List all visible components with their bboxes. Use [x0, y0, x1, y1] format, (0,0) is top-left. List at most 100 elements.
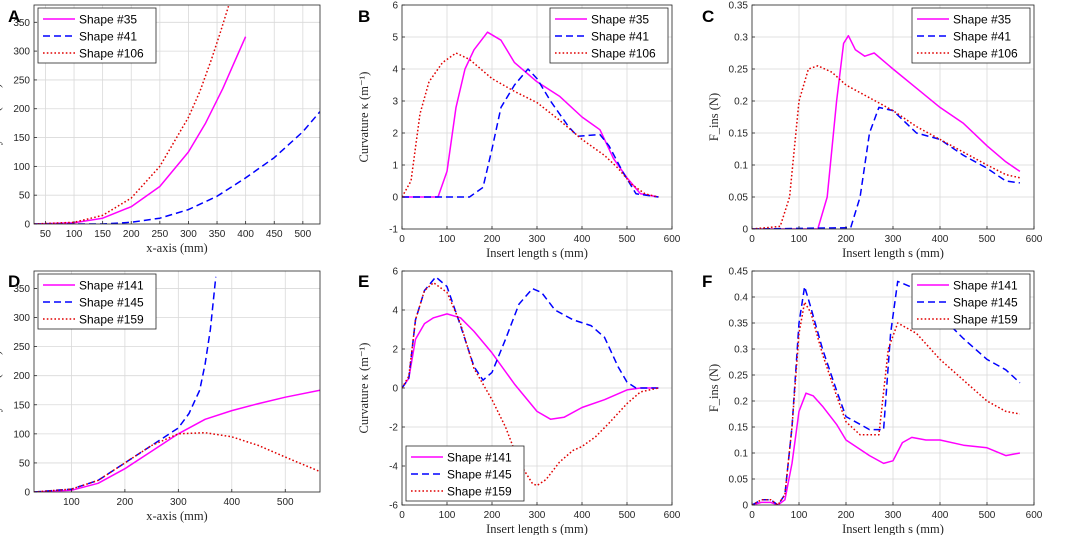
legend-label: Shape #106	[953, 47, 1018, 61]
y-tick-label: 150	[13, 400, 30, 411]
x-tick-label: 100	[439, 510, 456, 521]
y-tick-label: 350	[13, 18, 30, 29]
y-tick-label: 3	[392, 97, 398, 108]
y-tick-label: 0.05	[729, 475, 749, 486]
panel-label: E	[358, 272, 369, 291]
x-axis-label: Insert length s (mm)	[486, 246, 588, 260]
x-axis-label: Insert length s (mm)	[842, 522, 944, 535]
y-tick-label: 350	[13, 284, 30, 295]
y-axis-label: F_ins (N)	[707, 93, 721, 141]
legend: Shape #35 Shape #41 Shape #106	[911, 7, 1031, 64]
y-tick-label: 150	[13, 133, 30, 144]
y-tick-label: 0.1	[734, 449, 748, 460]
series-line-Shape41	[34, 111, 320, 224]
y-tick-label: 2	[392, 345, 398, 356]
x-tick-label: 300	[885, 234, 902, 245]
series-line-Shape145	[34, 276, 217, 492]
x-tick-label: 400	[932, 234, 949, 245]
x-tick-label: 500	[979, 510, 996, 521]
y-tick-label: 4	[392, 65, 398, 76]
y-axis-label: Curvature κ (m⁻¹)	[357, 343, 371, 434]
y-tick-label: 200	[13, 104, 30, 115]
ticks	[401, 4, 673, 230]
x-tick-label: 500	[277, 497, 294, 508]
x-tick-label: 300	[885, 510, 902, 521]
panel-F: F 0 100 200 300 400 500 600 0 0.05 0.1 0.15 0.2 0.25 0…	[702, 267, 1043, 535]
y-tick-label: 6	[392, 267, 398, 278]
x-tick-label: 0	[749, 234, 755, 245]
series-line-Shape145	[402, 276, 659, 389]
ticks	[751, 270, 1035, 506]
x-tick-label: 400	[574, 510, 591, 521]
panel-label: A	[8, 7, 20, 26]
x-tick-label: 100	[791, 234, 808, 245]
y-tick-label: -2	[389, 423, 398, 434]
y-tick-label: 0.15	[729, 423, 749, 434]
y-tick-label: 0.1	[734, 161, 748, 172]
x-tick-label: 400	[223, 497, 240, 508]
ticks	[751, 4, 1035, 230]
panel-label: F	[702, 272, 712, 291]
legend-label: Shape #145	[953, 296, 1018, 310]
series-line-Shape106	[402, 52, 659, 198]
x-tick-label: 0	[399, 234, 405, 245]
y-tick-label: -1	[389, 225, 398, 236]
legend-label: Shape #141	[447, 451, 512, 465]
x-tick-label: 50	[40, 229, 52, 240]
series-line-Shape141	[34, 389, 320, 492]
legend: Shape #35 Shape #41 Shape #106	[37, 7, 157, 64]
y-tick-label: 250	[13, 342, 30, 353]
y-tick-label: 200	[13, 371, 30, 382]
x-tick-label: 0	[399, 510, 405, 521]
y-tick-label: 0.25	[729, 371, 749, 382]
axes-frame	[33, 4, 321, 225]
x-axis-label: x-axis (mm)	[146, 241, 207, 255]
y-tick-label: 100	[13, 162, 30, 173]
series-line-Shape35	[752, 34, 1021, 229]
series-group	[34, 5, 320, 224]
y-axis-label: F_ins (N)	[707, 364, 721, 412]
legend-label: Shape #145	[79, 296, 144, 310]
y-tick-label: 0	[24, 488, 30, 499]
series-group	[34, 276, 320, 492]
x-tick-label: 600	[1026, 234, 1043, 245]
legend-label: Shape #35	[79, 13, 137, 27]
panel-label: D	[8, 272, 20, 291]
y-tick-label: 1	[392, 161, 398, 172]
x-tick-label: 300	[180, 229, 197, 240]
x-tick-label: 500	[294, 229, 311, 240]
x-axis-label: x-axis (mm)	[146, 509, 207, 523]
panel-label: C	[702, 7, 714, 26]
y-tick-label: 0	[392, 193, 398, 204]
ticks	[34, 288, 286, 493]
y-tick-label: 5	[392, 33, 398, 44]
x-tick-label: 200	[838, 510, 855, 521]
x-tick-label: 500	[619, 234, 636, 245]
legend-label: Shape #159	[447, 485, 512, 499]
legend-label: Shape #106	[79, 47, 144, 61]
x-tick-label: 250	[151, 229, 168, 240]
y-tick-label: 0	[392, 384, 398, 395]
x-tick-label: 300	[529, 234, 546, 245]
series-line-Shape159	[752, 301, 1021, 505]
series-line-Shape141	[752, 392, 1021, 505]
x-tick-label: 450	[266, 229, 283, 240]
series-group	[752, 280, 1021, 505]
legend: Shape #141 Shape #145 Shape #159	[405, 445, 525, 502]
legend-label: Shape #159	[953, 313, 1018, 327]
panel-C: C 0 100 200 300 400 500 600 0 0.05 0.1 0.15 0.2 0.25 0…	[702, 1, 1043, 261]
x-tick-label: 600	[1026, 510, 1043, 521]
y-tick-label: 0.45	[729, 267, 749, 278]
legend-label: Shape #41	[953, 30, 1011, 44]
x-tick-label: 100	[66, 229, 83, 240]
axes-frame	[33, 270, 321, 493]
series-line-Shape35	[34, 36, 247, 224]
grid	[34, 271, 320, 493]
y-tick-label: 0	[742, 501, 748, 512]
series-line-Shape106	[34, 5, 230, 224]
x-tick-label: 200	[484, 234, 501, 245]
y-tick-label: 0.3	[734, 33, 748, 44]
x-tick-label: 0	[749, 510, 755, 521]
x-tick-label: 300	[529, 510, 546, 521]
